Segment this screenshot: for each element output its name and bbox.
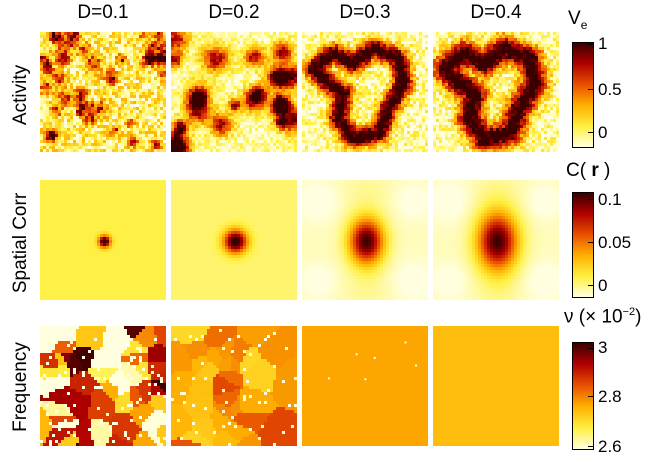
spatial-corr-panel-d02 — [171, 180, 297, 300]
frequency-panel-d02 — [171, 326, 297, 446]
colorbar-freq-tick-28: 2.8 — [598, 387, 622, 406]
colorbar-title-corr: C( r ) — [566, 160, 611, 181]
activity-panel-d01 — [40, 32, 166, 152]
column-title-d01: D=0.1 — [77, 2, 129, 23]
frequency-panel-d01 — [40, 326, 166, 446]
column-title-d02: D=0.2 — [208, 2, 260, 23]
colorbar-corr-tick-0: 0 — [598, 276, 608, 295]
spatial-corr-panel-d01 — [40, 180, 166, 300]
frequency-panel-d03 — [302, 326, 428, 446]
activity-panel-d03 — [302, 32, 428, 152]
colorbar-title-ve: Ve — [568, 8, 588, 32]
activity-panel-d02 — [171, 32, 297, 152]
activity-panel-d04 — [433, 32, 559, 152]
colorbar-title-frequency: ν (× 10−2) — [564, 306, 642, 328]
row-label-frequency: Frequency — [10, 342, 31, 432]
colorbar-corr-tick-005: 0.05 — [598, 233, 632, 252]
colorbar-activity-tick-1: 1 — [598, 34, 608, 53]
spatial-corr-panel-d04 — [433, 180, 559, 300]
colorbar-activity-tick-05: 0.5 — [598, 80, 622, 99]
column-title-d04: D=0.4 — [470, 2, 522, 23]
row-label-activity: Activity — [10, 64, 31, 126]
colorbar-freq-tick-3: 3 — [598, 338, 608, 357]
frequency-panel-d04 — [433, 326, 559, 446]
colorbar-activity-tick-0: 0 — [598, 123, 608, 142]
colorbar-corr-tick-01: 0.1 — [598, 190, 622, 209]
colorbar-activity — [572, 42, 594, 148]
colorbar-spatial-corr — [572, 192, 594, 298]
column-title-d03: D=0.3 — [339, 2, 391, 23]
spatial-corr-panel-d03 — [302, 180, 428, 300]
colorbar-freq-tick-26: 2.6 — [598, 437, 622, 456]
row-label-spatial-corr: Spatial Corr — [10, 192, 31, 294]
